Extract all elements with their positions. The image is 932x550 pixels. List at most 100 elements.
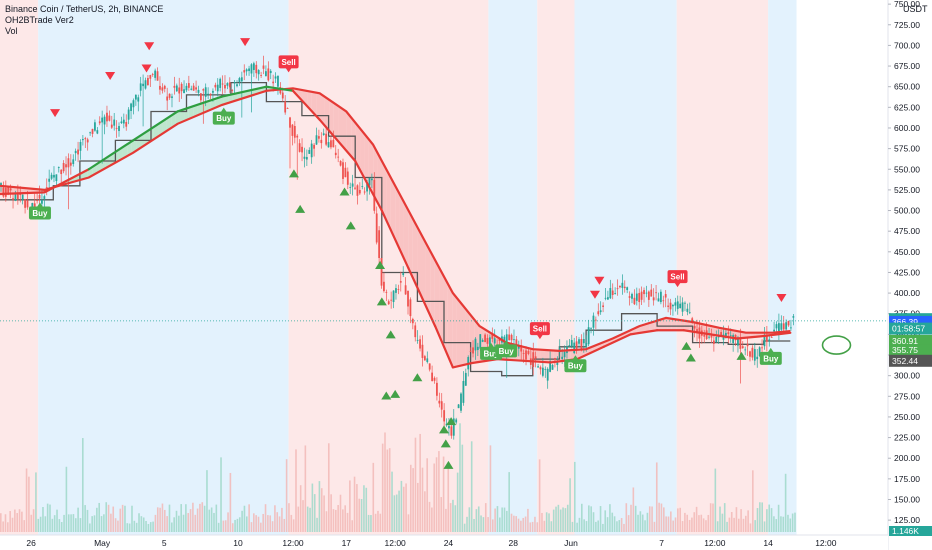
volume-bar bbox=[231, 523, 234, 532]
volume-bar bbox=[613, 516, 616, 532]
symbol-title[interactable]: Binance Coin / TetherUS, 2h, BINANCE bbox=[5, 4, 163, 14]
trend-background-zones bbox=[0, 0, 797, 535]
candle-body bbox=[187, 83, 190, 88]
candle-body bbox=[106, 112, 108, 122]
candle-body bbox=[298, 143, 301, 152]
price-tick-label: 475.00 bbox=[894, 226, 920, 236]
buy-label-text: Buy bbox=[216, 114, 232, 123]
candle-body bbox=[647, 291, 650, 300]
volume-bar bbox=[260, 522, 262, 532]
candle-body bbox=[122, 119, 125, 124]
volume-bar bbox=[346, 512, 349, 532]
candle-body bbox=[693, 326, 696, 329]
price-tick-label: 575.00 bbox=[894, 144, 920, 154]
candle-body bbox=[368, 177, 371, 186]
volume-bar bbox=[288, 503, 290, 532]
volume-bar bbox=[644, 520, 646, 532]
volume-bar bbox=[417, 482, 419, 532]
volume-bar bbox=[541, 512, 543, 532]
volume-bar bbox=[709, 503, 712, 532]
candle-body bbox=[643, 290, 645, 295]
candle-body bbox=[765, 335, 768, 342]
candle-body bbox=[450, 426, 453, 436]
candle-body bbox=[318, 136, 320, 139]
candle-body bbox=[534, 356, 537, 359]
candle-body bbox=[607, 297, 609, 300]
volume-label[interactable]: Vol bbox=[5, 26, 18, 36]
buy-label-text: Buy bbox=[568, 362, 584, 371]
price-tick-label: 175.00 bbox=[894, 474, 920, 484]
volume-bar bbox=[756, 508, 759, 532]
volume-bar bbox=[506, 510, 508, 532]
volume-bar bbox=[686, 514, 689, 532]
volume-bar bbox=[787, 514, 789, 532]
volume-bar bbox=[581, 503, 583, 532]
ema-cloud-segment bbox=[13, 186, 18, 194]
buy-label-box bbox=[759, 351, 782, 365]
bg-zone-up bbox=[574, 0, 677, 535]
indicator-name[interactable]: OH2BTrade Ver2 bbox=[5, 15, 74, 25]
volume-bar bbox=[49, 504, 51, 532]
volume-bar bbox=[30, 514, 33, 532]
ema-cloud-segment bbox=[412, 218, 418, 288]
volume-bar bbox=[283, 518, 286, 532]
bg-zone-down bbox=[288, 0, 489, 535]
volume-bar bbox=[234, 519, 236, 532]
candle-body bbox=[549, 361, 552, 372]
volume-bar bbox=[496, 506, 499, 532]
candle-body bbox=[513, 339, 515, 341]
candle-body bbox=[31, 202, 34, 207]
candle-body bbox=[361, 186, 364, 187]
buy-label-box bbox=[495, 344, 518, 358]
bg-zone-up bbox=[488, 0, 538, 535]
price-tick-label: 525.00 bbox=[894, 185, 920, 195]
ema-cloud-segment bbox=[649, 321, 655, 332]
buy-triangle-marker bbox=[736, 351, 747, 360]
ema-cloud-segment bbox=[403, 202, 409, 269]
candle-body bbox=[667, 305, 670, 307]
volume-bar bbox=[339, 494, 342, 532]
volume-bar bbox=[189, 509, 192, 532]
volume-bar bbox=[182, 514, 185, 532]
time-axis[interactable]: 26 May 5 10 12:00 17 12:00 24 28 Jun 7 12:00 14 12:00 bbox=[0, 534, 888, 550]
volume-bar bbox=[592, 512, 595, 532]
candle-body bbox=[228, 82, 231, 88]
price-tag-label: 01:58:57 bbox=[892, 324, 925, 334]
volume-bar bbox=[124, 505, 126, 532]
volume-bar bbox=[110, 513, 112, 532]
volume-bar bbox=[201, 502, 204, 532]
bg-zone-down bbox=[676, 0, 769, 535]
volume-bar bbox=[590, 506, 592, 532]
volume-bar bbox=[550, 521, 553, 532]
price-tag-label: 352.44 bbox=[892, 356, 918, 366]
candle-body bbox=[631, 293, 633, 299]
volume-bar bbox=[89, 523, 91, 532]
ema-fast-segment bbox=[762, 331, 792, 338]
ema-fast-segment bbox=[0, 191, 46, 196]
buy-triangle-marker bbox=[685, 353, 696, 362]
candle-body bbox=[224, 84, 226, 89]
candle-body bbox=[142, 83, 144, 87]
price-axis[interactable]: 125.00 150.00 175.00 200.00 225.00 250.00 275.… bbox=[887, 0, 932, 550]
ema-cloud-segment bbox=[408, 210, 413, 278]
currency-label: USDT bbox=[903, 4, 928, 14]
ema-fast-segment bbox=[682, 329, 712, 336]
volume-bar bbox=[168, 504, 171, 532]
ema-cloud-segment bbox=[395, 185, 400, 249]
volume-bar bbox=[597, 520, 600, 532]
price-tick-label: 725.00 bbox=[894, 20, 920, 30]
volume-bar bbox=[391, 471, 393, 532]
time-tick-label: Jun bbox=[564, 538, 578, 548]
candle-body bbox=[166, 96, 169, 101]
volume-bar bbox=[681, 521, 684, 532]
candle-body bbox=[578, 339, 580, 344]
ema-cloud-segment bbox=[676, 319, 681, 331]
candle-body bbox=[614, 293, 617, 294]
ema-cloud-segment bbox=[355, 123, 361, 170]
current-price-line bbox=[0, 320, 888, 355]
buy-triangle-marker bbox=[339, 187, 350, 196]
volume-bar bbox=[178, 515, 180, 532]
candle-body bbox=[115, 127, 118, 129]
volume-bar bbox=[18, 509, 21, 532]
